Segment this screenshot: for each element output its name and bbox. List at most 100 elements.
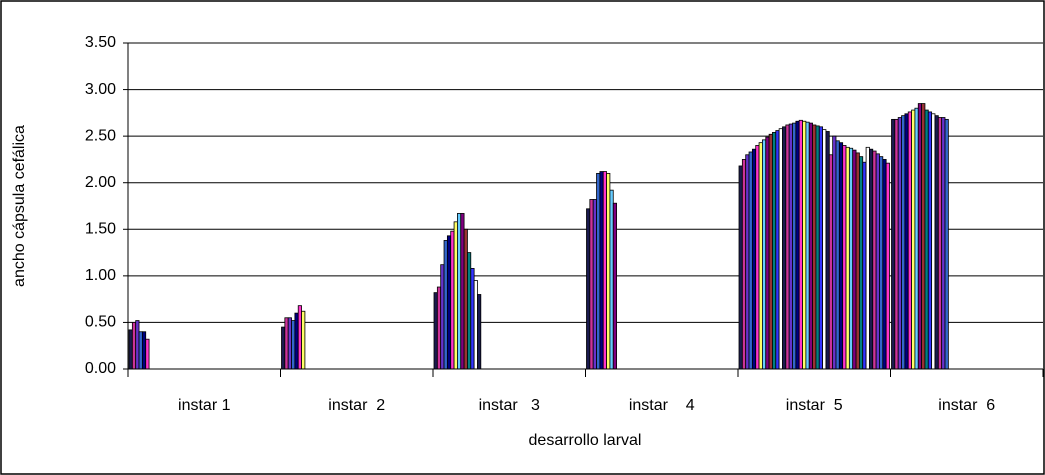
- bar: [852, 149, 857, 370]
- bar: [924, 109, 929, 370]
- bar: [738, 165, 743, 370]
- bar: [855, 152, 860, 370]
- bar: [815, 125, 820, 370]
- bar: [145, 338, 150, 370]
- bar: [473, 280, 478, 370]
- bar: [589, 199, 594, 370]
- y-tick-label: 3.50: [85, 34, 116, 51]
- bar: [848, 147, 854, 370]
- bar: [446, 235, 452, 370]
- bar: [812, 124, 817, 370]
- bar: [596, 172, 601, 370]
- x-tick-label: instar 5: [786, 397, 843, 414]
- y-tick-label: 3.00: [85, 81, 116, 98]
- bar: [745, 154, 750, 370]
- bar: [748, 151, 753, 370]
- bar: [838, 142, 844, 370]
- bar: [897, 117, 902, 370]
- bar: [937, 117, 943, 370]
- bar: [433, 292, 438, 370]
- bar: [879, 156, 884, 370]
- bar: [135, 320, 140, 370]
- bar: [751, 148, 757, 370]
- x-axis-label: desarrollo larval: [529, 432, 642, 449]
- bar: [467, 252, 472, 370]
- bar: [141, 331, 147, 370]
- bar: [805, 121, 810, 370]
- bar: [297, 305, 302, 370]
- bar: [885, 162, 890, 370]
- bar: [862, 161, 867, 370]
- x-tick-label: instar 4: [629, 397, 695, 414]
- bar: [818, 126, 824, 370]
- bar: [741, 159, 747, 370]
- bar: [842, 145, 847, 370]
- bar: [941, 117, 946, 370]
- bar: [599, 171, 604, 370]
- y-tick-label: 2.00: [85, 174, 116, 191]
- bar: [775, 130, 780, 370]
- bar: [788, 123, 793, 370]
- bar: [907, 111, 912, 370]
- bar: [882, 159, 887, 370]
- x-tick-label: instar 2: [328, 397, 385, 414]
- y-axis-label: ancho cápsula cefálica: [11, 125, 28, 287]
- bar: [131, 322, 137, 370]
- bar: [765, 136, 770, 370]
- bar: [901, 115, 906, 370]
- bar: [872, 150, 877, 370]
- bar: [869, 148, 874, 370]
- bar: [894, 118, 899, 370]
- bar: [609, 189, 614, 370]
- bar: [287, 317, 292, 370]
- bar: [612, 202, 617, 370]
- bar: [822, 129, 827, 370]
- x-tick-label: instar 1: [178, 397, 231, 414]
- bar: [436, 286, 442, 370]
- bar: [802, 120, 807, 370]
- bar: [828, 154, 834, 370]
- y-tick-label: 2.50: [85, 127, 116, 144]
- bar: [798, 119, 803, 370]
- bar: [875, 153, 880, 370]
- bar: [758, 142, 763, 370]
- bar: [778, 128, 783, 370]
- bar: [911, 109, 916, 370]
- bar: [865, 146, 870, 370]
- bar: [845, 146, 850, 370]
- bar: [440, 264, 445, 370]
- bar: [921, 103, 926, 370]
- bar: [443, 240, 448, 370]
- y-tick-label: 1.00: [85, 267, 116, 284]
- bar: [294, 312, 299, 370]
- bar: [825, 131, 830, 370]
- bar: [138, 331, 143, 370]
- bar: [904, 113, 909, 370]
- bar: [586, 208, 591, 370]
- bar: [453, 221, 458, 370]
- bar: [859, 156, 864, 370]
- bar: [762, 139, 767, 370]
- bar: [934, 115, 939, 370]
- bar: [785, 124, 790, 370]
- x-tick-label: instar 6: [938, 397, 995, 414]
- bar: [891, 118, 896, 370]
- y-tick-label: 0.50: [85, 314, 116, 331]
- bar: [772, 132, 777, 370]
- bar: [755, 145, 760, 370]
- bar: [808, 122, 813, 370]
- bar: [931, 113, 936, 370]
- bar: [291, 320, 296, 370]
- bar: [470, 268, 475, 370]
- bar: [477, 294, 482, 370]
- bar: [281, 326, 286, 370]
- bar: [128, 329, 133, 370]
- bar: [284, 317, 289, 370]
- bar: [914, 107, 919, 370]
- x-tick-label: instar 3: [479, 397, 540, 414]
- y-tick-label: 0.00: [85, 360, 116, 377]
- bar: [460, 213, 465, 370]
- bar: [768, 133, 773, 370]
